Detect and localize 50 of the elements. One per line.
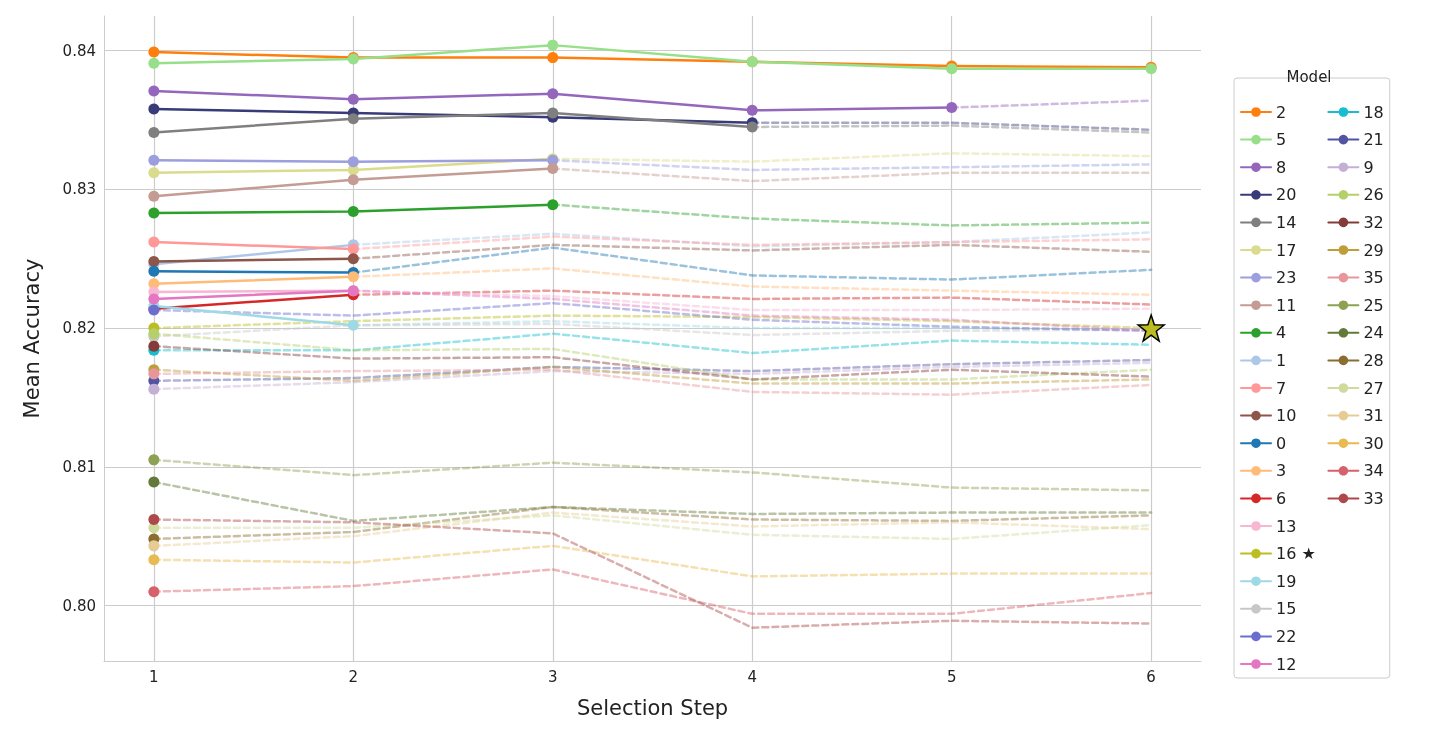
x-tick-label: 2 — [348, 667, 359, 686]
legend-label: 25 — [1363, 295, 1384, 315]
legend-label: 16 ★ — [1276, 544, 1316, 564]
y-tick-label: 0.83 — [62, 180, 96, 199]
legend-label: 5 — [1276, 130, 1287, 150]
legend-label: 22 — [1276, 626, 1297, 646]
x-tick-label: 3 — [548, 667, 558, 686]
legend-label: 28 — [1363, 350, 1384, 370]
legend-label: 2 — [1276, 102, 1287, 122]
y-axis-title: Mean Accuracy — [19, 258, 44, 419]
legend-label: 24 — [1363, 323, 1384, 343]
legend-label: 14 — [1276, 212, 1297, 232]
legend-label: 1 — [1276, 350, 1287, 370]
x-tick-label: 4 — [747, 667, 757, 686]
y-tick-label: 0.82 — [62, 319, 96, 338]
legend-label: 3 — [1276, 461, 1287, 481]
legend-label: 31 — [1363, 406, 1384, 426]
legend-label: 7 — [1276, 378, 1287, 398]
legend-label: 27 — [1363, 378, 1384, 398]
y-tick-label: 0.80 — [62, 596, 96, 615]
legend-label: 10 — [1276, 406, 1297, 426]
legend-label: 20 — [1276, 185, 1297, 205]
y-tick-label: 0.81 — [62, 457, 96, 476]
legend-label: 17 — [1276, 240, 1297, 260]
legend-label: 15 — [1276, 599, 1297, 619]
legend-title: Model — [1286, 67, 1332, 86]
legend-label: 0 — [1276, 433, 1287, 453]
legend-label: 33 — [1363, 488, 1384, 508]
y-tick-label: 0.84 — [62, 41, 96, 60]
x-tick-label: 5 — [946, 667, 957, 686]
legend-label: 34 — [1363, 461, 1384, 481]
legend-label: 9 — [1363, 157, 1374, 177]
legend-label: 6 — [1276, 488, 1287, 508]
x-tick-label: 1 — [149, 667, 159, 686]
legend-label: 35 — [1363, 268, 1384, 288]
legend-label: 29 — [1363, 240, 1384, 260]
legend-label: 12 — [1276, 654, 1297, 674]
legend-label: 11 — [1276, 295, 1297, 315]
legend-label: 21 — [1363, 130, 1384, 150]
legend-label: 18 — [1363, 102, 1384, 122]
legend-label: 32 — [1363, 212, 1384, 232]
x-tick-label: 6 — [1146, 667, 1156, 686]
legend-label: 26 — [1363, 185, 1384, 205]
legend-label: 30 — [1363, 433, 1384, 453]
legend-label: 19 — [1276, 571, 1297, 591]
legend-label: 23 — [1276, 268, 1297, 288]
legend-label: 4 — [1276, 323, 1287, 343]
legend-label: 8 — [1276, 157, 1287, 177]
x-axis-title: Selection Step — [576, 695, 729, 720]
legend-label: 13 — [1276, 516, 1297, 536]
